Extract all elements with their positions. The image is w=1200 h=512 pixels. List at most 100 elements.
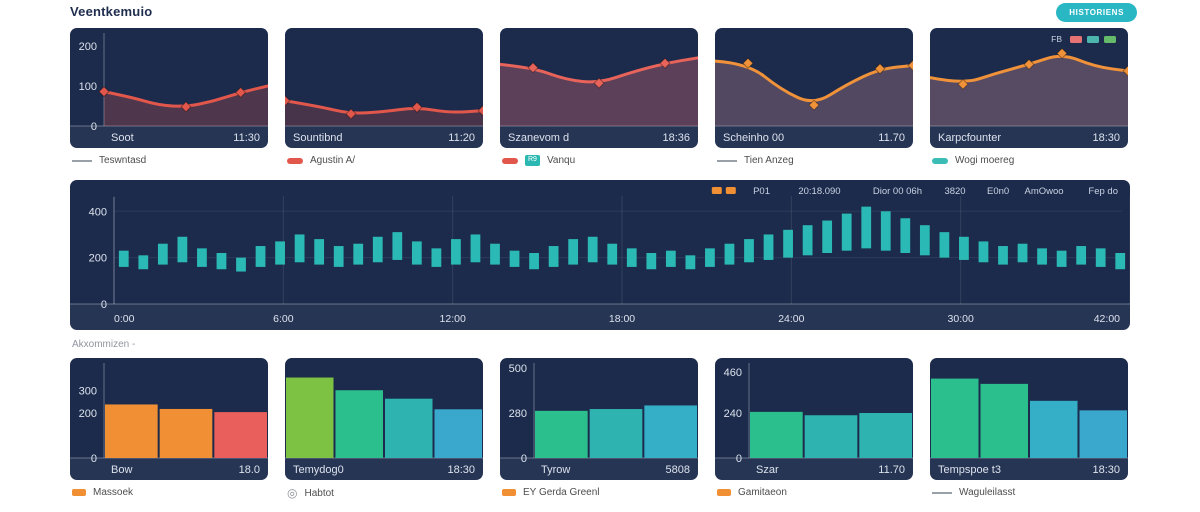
legend-swatch bbox=[72, 489, 86, 496]
svg-text:0: 0 bbox=[91, 121, 97, 133]
line-chart: Szanevom d 18:36 bbox=[500, 56, 698, 148]
svg-text:Tempspoe t3: Tempspoe t3 bbox=[938, 464, 1001, 476]
svg-text:FB: FB bbox=[1051, 34, 1062, 44]
svg-text:0: 0 bbox=[521, 453, 527, 465]
svg-text:24:00: 24:00 bbox=[778, 313, 804, 325]
svg-text:Sountibnd: Sountibnd bbox=[293, 132, 343, 144]
chart-legend: Wogi moereg bbox=[930, 155, 1128, 166]
legend-label: Vanqu bbox=[546, 155, 576, 166]
svg-text:Dior 00 06h: Dior 00 06h bbox=[873, 186, 922, 197]
chart-column: Scheinho 00 11.70 Tien Anzeg bbox=[715, 28, 913, 166]
svg-text:11.70: 11.70 bbox=[878, 132, 905, 144]
legend-label: Massoek bbox=[93, 487, 134, 498]
chart-column: Sountibnd 11:20 Agustin A/ bbox=[285, 28, 483, 166]
line-chart: Karpcfounter 18:30 FB bbox=[930, 34, 1128, 148]
bar-chart-card: 500 280 0 Tyrow 5808 bbox=[500, 358, 698, 480]
circle-icon: ◎ bbox=[287, 486, 298, 500]
main-bar-chart-card: 400 200 0 0:00 6:00 12:00 18:00 24:00 30:00 42:00… bbox=[70, 180, 1130, 330]
legend-swatch bbox=[502, 489, 516, 496]
chart-legend: R9 Vanqu bbox=[500, 155, 698, 166]
svg-text:Fep do: Fep do bbox=[1088, 186, 1118, 197]
chart-column: Szanevom d 18:36 R9 Vanqu bbox=[500, 28, 698, 166]
line-chart: Sountibnd 11:20 bbox=[285, 95, 483, 148]
svg-text:0: 0 bbox=[91, 453, 97, 465]
svg-text:AmOwoo: AmOwoo bbox=[1025, 186, 1064, 197]
chart-legend: Tien Anzeg bbox=[715, 155, 913, 166]
bar-chart: Tempspoe t3 18:30 bbox=[930, 378, 1128, 480]
bar-chart: 300 200 0 Bow 18.0 bbox=[70, 363, 268, 480]
legend-swatch bbox=[502, 157, 518, 164]
legend-swatch bbox=[717, 159, 737, 162]
svg-text:18:30: 18:30 bbox=[1092, 132, 1120, 144]
line-chart-card: 200 100 0 Soot 11:30 bbox=[70, 28, 268, 148]
legend-swatch bbox=[932, 491, 952, 494]
svg-text:11:30: 11:30 bbox=[233, 132, 260, 144]
chart-caption: Akxommizen - bbox=[72, 339, 136, 350]
line-chart-card: Scheinho 00 11.70 bbox=[715, 28, 913, 148]
svg-text:12:00: 12:00 bbox=[440, 313, 466, 325]
svg-text:0: 0 bbox=[736, 453, 742, 465]
svg-text:Bow: Bow bbox=[111, 464, 132, 476]
svg-text:P01: P01 bbox=[753, 186, 770, 197]
legend-label: Wogi moereg bbox=[955, 155, 1015, 166]
line-chart: Scheinho 00 11.70 bbox=[715, 57, 913, 148]
history-button[interactable]: HISTORIENS bbox=[1056, 3, 1137, 22]
svg-text:Karpcfounter: Karpcfounter bbox=[938, 132, 1001, 144]
chart-legend: ◎ Habtot bbox=[285, 487, 483, 499]
svg-text:5808: 5808 bbox=[666, 464, 690, 476]
svg-text:20:18.090: 20:18.090 bbox=[798, 186, 840, 197]
legend-swatch bbox=[932, 157, 948, 164]
svg-text:18:30: 18:30 bbox=[447, 464, 475, 476]
chart-legend: Agustin A/ bbox=[285, 155, 483, 166]
svg-text:200: 200 bbox=[79, 41, 97, 53]
legend-label: Habtot bbox=[304, 487, 334, 499]
chart-column: 200 100 0 Soot 11:30 Teswntasd bbox=[70, 28, 268, 166]
page-title: Veentkemuio bbox=[70, 4, 153, 19]
legend-label: Agustin A/ bbox=[310, 155, 356, 166]
chart-legend: Waguleilasst bbox=[930, 487, 1128, 498]
bar-chart-card: Tempspoe t3 18:30 bbox=[930, 358, 1128, 480]
bar-chart-card: 300 200 0 Bow 18.0 bbox=[70, 358, 268, 480]
top-chart-row: 200 100 0 Soot 11:30 Teswntasd Sountibnd 11:2… bbox=[70, 28, 1128, 166]
svg-text:500: 500 bbox=[509, 363, 527, 375]
line-chart-card: Karpcfounter 18:30 FB bbox=[930, 28, 1128, 148]
bar-chart-card: 460 240 0 Szar 11.70 bbox=[715, 358, 913, 480]
line-chart: 200 100 0 Soot 11:30 bbox=[70, 33, 268, 148]
svg-text:240: 240 bbox=[724, 408, 742, 420]
chart-legend: Teswntasd bbox=[70, 155, 268, 166]
bar-chart: 460 240 0 Szar 11.70 bbox=[715, 363, 913, 480]
svg-text:100: 100 bbox=[79, 81, 97, 93]
bar-chart-card: Temydog0 18:30 bbox=[285, 358, 483, 480]
svg-text:11:20: 11:20 bbox=[448, 132, 475, 144]
svg-text:280: 280 bbox=[509, 408, 527, 420]
svg-text:18:30: 18:30 bbox=[1092, 464, 1120, 476]
svg-text:18:36: 18:36 bbox=[662, 132, 690, 144]
svg-text:18.0: 18.0 bbox=[239, 464, 260, 476]
svg-text:30:00: 30:00 bbox=[948, 313, 974, 325]
svg-text:400: 400 bbox=[89, 206, 107, 218]
svg-text:200: 200 bbox=[89, 253, 107, 265]
svg-text:6:00: 6:00 bbox=[273, 313, 294, 325]
svg-text:42:00: 42:00 bbox=[1094, 313, 1120, 325]
svg-text:200: 200 bbox=[79, 408, 97, 420]
main-chart-section: 400 200 0 0:00 6:00 12:00 18:00 24:00 30:00 42:00… bbox=[70, 180, 1130, 350]
bar-chart: 500 280 0 Tyrow 5808 bbox=[500, 363, 698, 480]
legend-label: Teswntasd bbox=[99, 155, 147, 166]
chart-column: 460 240 0 Szar 11.70 Gamitaeon bbox=[715, 358, 913, 499]
svg-text:300: 300 bbox=[79, 386, 97, 398]
svg-text:E0n0: E0n0 bbox=[987, 186, 1009, 197]
chart-legend: EY Gerda Greenl bbox=[500, 487, 698, 498]
svg-text:Tyrow: Tyrow bbox=[541, 464, 570, 476]
chart-column: 500 280 0 Tyrow 5808 EY Gerda Greenl bbox=[500, 358, 698, 499]
legend-label: Waguleilasst bbox=[959, 487, 1016, 498]
legend-label: EY Gerda Greenl bbox=[523, 487, 600, 498]
line-chart-card: Szanevom d 18:36 bbox=[500, 28, 698, 148]
svg-text:460: 460 bbox=[724, 367, 742, 379]
legend-swatch bbox=[72, 159, 92, 162]
svg-text:18:00: 18:00 bbox=[609, 313, 635, 325]
legend-chip: R9 bbox=[525, 155, 540, 166]
chart-column: Temydog0 18:30 ◎ Habtot bbox=[285, 358, 483, 499]
chart-legend: Gamitaeon bbox=[715, 487, 913, 498]
chart-column: Tempspoe t3 18:30 Waguleilasst bbox=[930, 358, 1128, 499]
